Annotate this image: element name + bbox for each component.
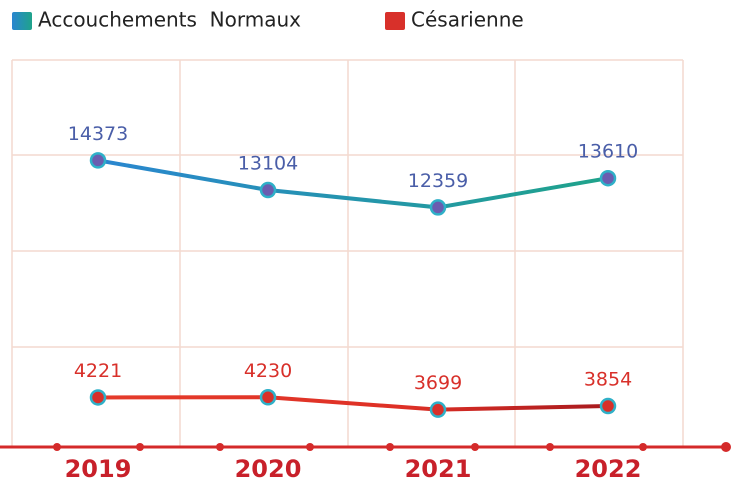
legend-label: Accouchements Normaux <box>38 8 301 32</box>
data-label: 4230 <box>244 360 292 382</box>
legend-swatch <box>12 12 32 30</box>
x-axis <box>0 442 731 452</box>
data-point <box>89 389 107 406</box>
data-point <box>429 401 447 418</box>
data-point <box>429 199 447 216</box>
series-line <box>97 395 609 412</box>
grid <box>11 59 684 447</box>
data-label: 3699 <box>414 372 462 394</box>
data-label: 13610 <box>578 141 638 163</box>
x-tick-label: 2021 <box>405 455 472 480</box>
data-label: 13104 <box>238 153 298 175</box>
data-point <box>89 152 107 169</box>
data-label: 12359 <box>408 170 468 192</box>
data-label: 3854 <box>584 369 632 391</box>
data-point <box>599 397 617 415</box>
x-tick-label: 2020 <box>235 455 302 480</box>
x-tick-label: 2019 <box>65 455 132 480</box>
data-point <box>259 181 277 199</box>
legend-swatch <box>385 12 405 30</box>
series-line <box>97 158 609 210</box>
data-point <box>599 169 617 187</box>
data-label: 4221 <box>74 360 122 382</box>
data-label: 14373 <box>68 123 128 145</box>
legend-label: Césarienne <box>411 8 524 32</box>
x-tick-label: 2022 <box>575 455 642 480</box>
data-point <box>259 389 277 406</box>
